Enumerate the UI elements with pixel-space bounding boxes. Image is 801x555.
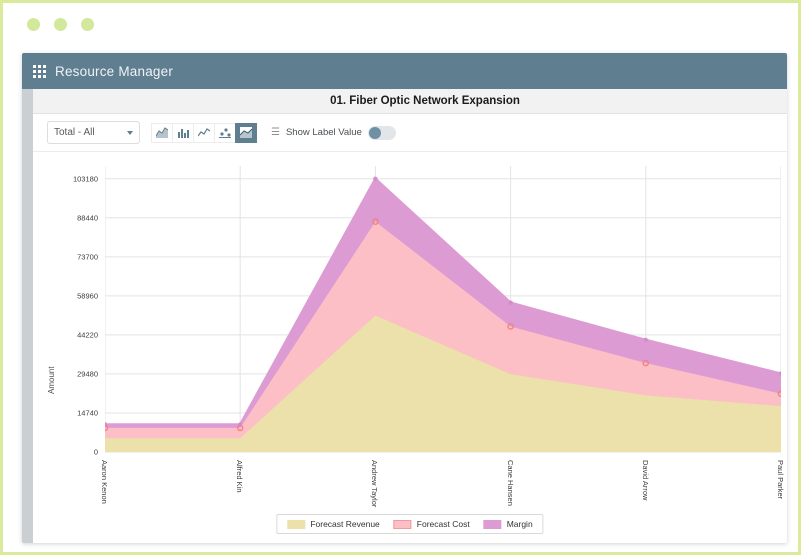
total-filter-value: Total - All	[54, 127, 95, 138]
left-rail	[22, 89, 33, 543]
scatter-chart-icon[interactable]	[214, 122, 236, 143]
legend-swatch-0	[287, 519, 306, 529]
y-tick-4: 58960	[77, 291, 98, 301]
window-controls	[27, 18, 94, 31]
window-dot-2[interactable]	[54, 18, 67, 31]
legend-item-2[interactable]: Margin	[483, 519, 533, 529]
y-tick-6: 88440	[77, 213, 98, 223]
show-label-value-control: ☰ Show Label Value	[271, 125, 396, 140]
legend-label-1: Forecast Cost	[416, 519, 470, 529]
y-tick-5: 73700	[77, 252, 98, 262]
page-title: 01. Fiber Optic Network Expansion	[330, 95, 520, 107]
chart-toolbar: Total - All	[33, 114, 787, 152]
line-chart-icon[interactable]	[193, 122, 215, 143]
y-tick-1: 14740	[77, 408, 98, 418]
content-pane: 01. Fiber Optic Network Expansion Total …	[33, 89, 787, 543]
legend-swatch-2	[483, 519, 502, 529]
y-tick-0: 0	[93, 447, 98, 457]
y-tick-7: 103180	[72, 174, 98, 184]
app-header: Resource Manager	[22, 53, 787, 89]
show-label-value-label: Show Label Value	[285, 127, 362, 138]
stacked-area-chart-icon[interactable]	[151, 122, 173, 143]
legend-item-1[interactable]: Forecast Cost	[393, 519, 470, 529]
area-chart-icon[interactable]	[235, 122, 257, 143]
forecast-revenue-band	[105, 315, 781, 452]
subtitle-bar: 01. Fiber Optic Network Expansion	[33, 89, 787, 114]
window-dot-3[interactable]	[81, 18, 94, 31]
y-tick-2: 29480	[77, 369, 98, 379]
chart-legend: Forecast Revenue Forecast Cost Margin	[276, 514, 544, 534]
bar-chart-icon[interactable]	[172, 122, 194, 143]
grid-dots-icon[interactable]	[33, 64, 46, 78]
label-lines-icon: ☰	[271, 127, 280, 138]
window-dot-1[interactable]	[27, 18, 40, 31]
app-name-label: Resource Manager	[55, 63, 174, 79]
legend-item-0[interactable]: Forecast Revenue	[287, 519, 380, 529]
legend-label-0: Forecast Revenue	[310, 519, 380, 529]
chevron-down-icon	[127, 130, 133, 135]
chart-canvas: Amount 0 14740 29480 44220 58960 73700 88440 10…	[33, 152, 787, 542]
legend-label-2: Margin	[506, 519, 533, 529]
show-label-value-toggle[interactable]	[367, 125, 396, 140]
app-window: Resource Manager 01. Fiber Optic Network…	[22, 53, 787, 543]
legend-swatch-1	[393, 519, 412, 529]
area-plot	[105, 166, 781, 453]
y-tick-3: 44220	[77, 330, 98, 340]
y-axis-ticks: 0 14740 29480 44220 58960 73700 88440 103180	[48, 152, 98, 542]
total-filter-select[interactable]: Total - All	[47, 121, 140, 144]
chart-type-button-group	[151, 122, 257, 143]
